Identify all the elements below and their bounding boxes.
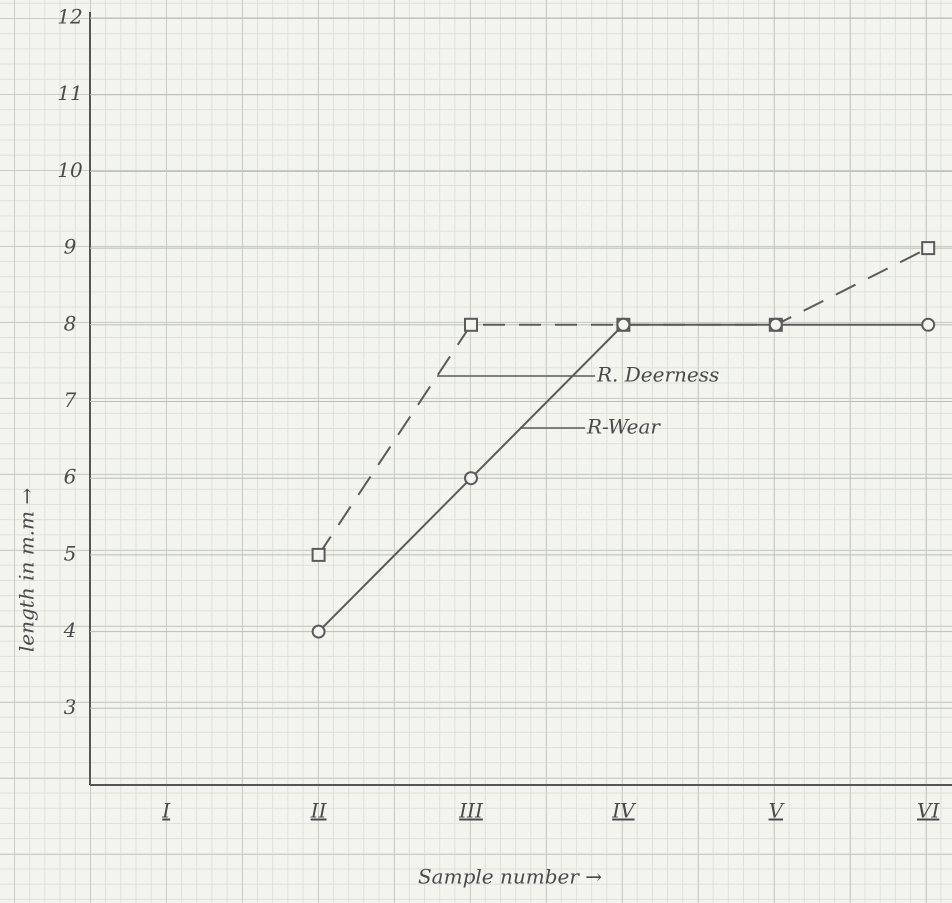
y-tick-label: 8 — [64, 311, 77, 335]
y-tick-label: 9 — [64, 235, 77, 259]
point — [921, 317, 936, 332]
y-tick-label: 12 — [57, 5, 82, 29]
x-tick-label: V — [769, 799, 786, 823]
point — [311, 624, 326, 639]
y-tick-label: 5 — [64, 541, 77, 565]
legend-label: R-Wear — [586, 415, 661, 439]
x-tick-label: II — [310, 799, 328, 823]
y-tick-label: 6 — [64, 465, 77, 489]
y-tick-label: 7 — [64, 388, 77, 412]
y-tick-label: 4 — [63, 618, 77, 642]
y-tick-label: 10 — [57, 158, 83, 182]
y-tick-label: 11 — [57, 81, 82, 105]
series-line — [317, 247, 929, 556]
x-axis-label: Sample number → — [418, 865, 602, 889]
x-tick-label: VI — [917, 799, 940, 823]
point — [768, 317, 783, 332]
x-tick-label: IV — [611, 799, 637, 823]
y-tick-label: 3 — [64, 695, 77, 719]
legend-label: R. Deerness — [596, 363, 719, 387]
point — [464, 471, 478, 486]
y-axis-label: length in m.m → — [15, 488, 39, 652]
point — [616, 317, 631, 332]
x-tick-label: III — [458, 799, 484, 823]
point — [311, 547, 326, 562]
point — [464, 317, 478, 332]
x-tick-label: I — [161, 799, 171, 823]
point — [921, 241, 936, 256]
